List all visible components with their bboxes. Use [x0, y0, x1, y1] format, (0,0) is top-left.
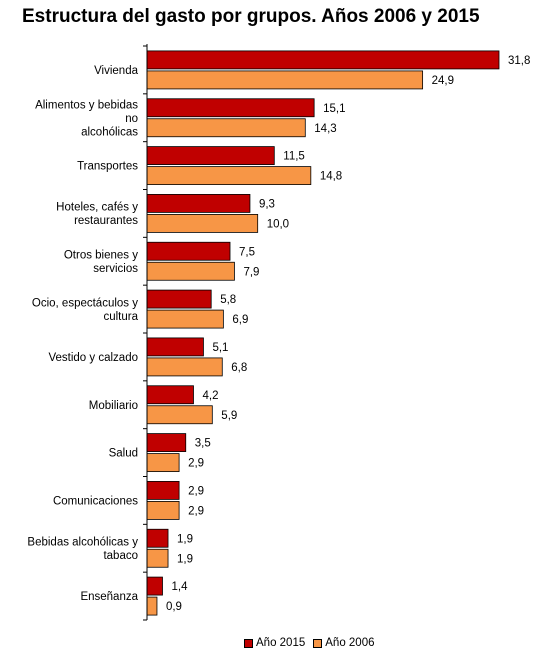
- data-label-2015: 2,9: [188, 485, 204, 497]
- data-label-2015: 3,5: [195, 438, 211, 450]
- data-label-2015: 5,1: [212, 342, 228, 354]
- bar-2006: [146, 118, 306, 138]
- bar-2015: [146, 337, 204, 357]
- bar-2006: [146, 596, 158, 616]
- bar-2015: [146, 433, 187, 452]
- bar-2006: [146, 309, 224, 329]
- data-label-2006: 7,9: [243, 266, 259, 278]
- category-label-line: restaurantes: [74, 215, 138, 227]
- bar-2006: [146, 501, 180, 520]
- bar-2006: [146, 405, 213, 425]
- bar-2015: [146, 576, 163, 596]
- legend-item-2006: Año 2006: [313, 637, 375, 649]
- category-label-line: Alimentos y bebidas: [35, 99, 138, 111]
- category-label: Bebidas alcohólicas y tabaco: [27, 537, 138, 563]
- category-label: Mobiliario: [89, 400, 138, 412]
- chart-title: Estructura del gasto por grupos. Años 20…: [22, 6, 480, 27]
- category-label-line: Vestido y calzado: [48, 352, 138, 364]
- category-label-line: servicios: [93, 263, 138, 275]
- data-label-2006: 0,9: [166, 601, 182, 613]
- legend-label-2006: Año 2006: [325, 637, 375, 649]
- category-label-line: Hoteles, cafés y: [56, 202, 138, 214]
- bar-2015: [146, 481, 180, 500]
- bar-2006: [146, 548, 169, 568]
- category-label-line: Otros bienes y: [64, 250, 138, 262]
- category-label: Transportes: [77, 161, 138, 173]
- category-label-line: alcohólicas: [81, 126, 138, 138]
- bar-2015: [146, 146, 275, 165]
- data-label-2006: 2,9: [188, 505, 204, 517]
- data-label-2015: 1,4: [171, 581, 188, 593]
- data-label-2006: 10,0: [267, 218, 289, 230]
- data-label-2015: 5,8: [220, 294, 236, 306]
- data-label-2015: 9,3: [259, 198, 275, 210]
- data-label-2006: 1,9: [177, 553, 193, 565]
- category-label-line: Comunicaciones: [53, 495, 138, 507]
- bar-chart: Vivienda 31,8 24,9 Alimentos y bebidas no alc…: [27, 44, 530, 621]
- bar-2015: [146, 241, 231, 261]
- bar-2015: [146, 528, 169, 548]
- bar-2015: [146, 50, 500, 70]
- data-label-2006: 14,3: [314, 123, 336, 135]
- category-label-line: Mobiliario: [89, 400, 138, 412]
- category-label: Vestido y calzado: [48, 352, 138, 364]
- category-label: Enseñanza: [80, 591, 138, 603]
- data-label-2006: 6,8: [231, 362, 247, 374]
- category-label-line: Transportes: [77, 161, 138, 173]
- bar-2006: [146, 453, 180, 472]
- category-label: Otros bienes y servicios: [64, 250, 138, 276]
- bar-2015: [146, 289, 212, 309]
- legend-swatch-2015: [244, 638, 253, 648]
- data-label-2015: 31,8: [508, 55, 530, 67]
- bar-2006: [146, 357, 223, 377]
- category-label-line: cultura: [103, 311, 138, 323]
- data-label-2015: 11,5: [283, 151, 305, 163]
- legend-item-2015: Año 2015: [244, 637, 305, 649]
- bar-2006: [146, 166, 312, 185]
- legend-swatch-2006: [313, 638, 323, 648]
- data-label-2006: 2,9: [188, 458, 204, 470]
- bar-2015: [146, 385, 194, 405]
- bar-2015: [146, 98, 315, 118]
- category-label-line: Bebidas alcohólicas y: [27, 537, 138, 549]
- category-label: Vivienda: [94, 65, 139, 77]
- category-label-line: Enseñanza: [80, 591, 138, 603]
- category-label-line: Ocio, espectáculos y: [32, 297, 138, 309]
- legend-label-2015: Año 2015: [256, 637, 306, 649]
- category-label: Comunicaciones: [53, 495, 138, 507]
- data-label-2006: 14,8: [320, 171, 342, 183]
- category-label-line: tabaco: [103, 550, 138, 562]
- data-label-2006: 6,9: [232, 314, 248, 326]
- category-label-line: Vivienda: [94, 65, 139, 77]
- data-label-2015: 1,9: [177, 533, 193, 545]
- category-label: Salud: [109, 448, 138, 460]
- chart-legend: Año 2015 Año 2006: [244, 637, 383, 649]
- bar-2006: [146, 214, 259, 233]
- data-label-2015: 15,1: [323, 103, 345, 115]
- bar-2006: [146, 261, 235, 281]
- bar-2006: [146, 70, 424, 90]
- data-label-2006: 5,9: [221, 410, 237, 422]
- category-label: Hoteles, cafés y restaurantes: [56, 202, 138, 228]
- data-label-2015: 4,2: [202, 390, 218, 402]
- data-label-2015: 7,5: [239, 246, 255, 258]
- category-label: Ocio, espectáculos y cultura: [32, 297, 139, 323]
- category-label-line: no: [125, 113, 138, 125]
- category-label: Alimentos y bebidas no alcohólicas: [35, 99, 138, 138]
- category-label-line: Salud: [109, 448, 138, 460]
- bar-2015: [146, 194, 251, 213]
- data-label-2006: 24,9: [432, 75, 454, 87]
